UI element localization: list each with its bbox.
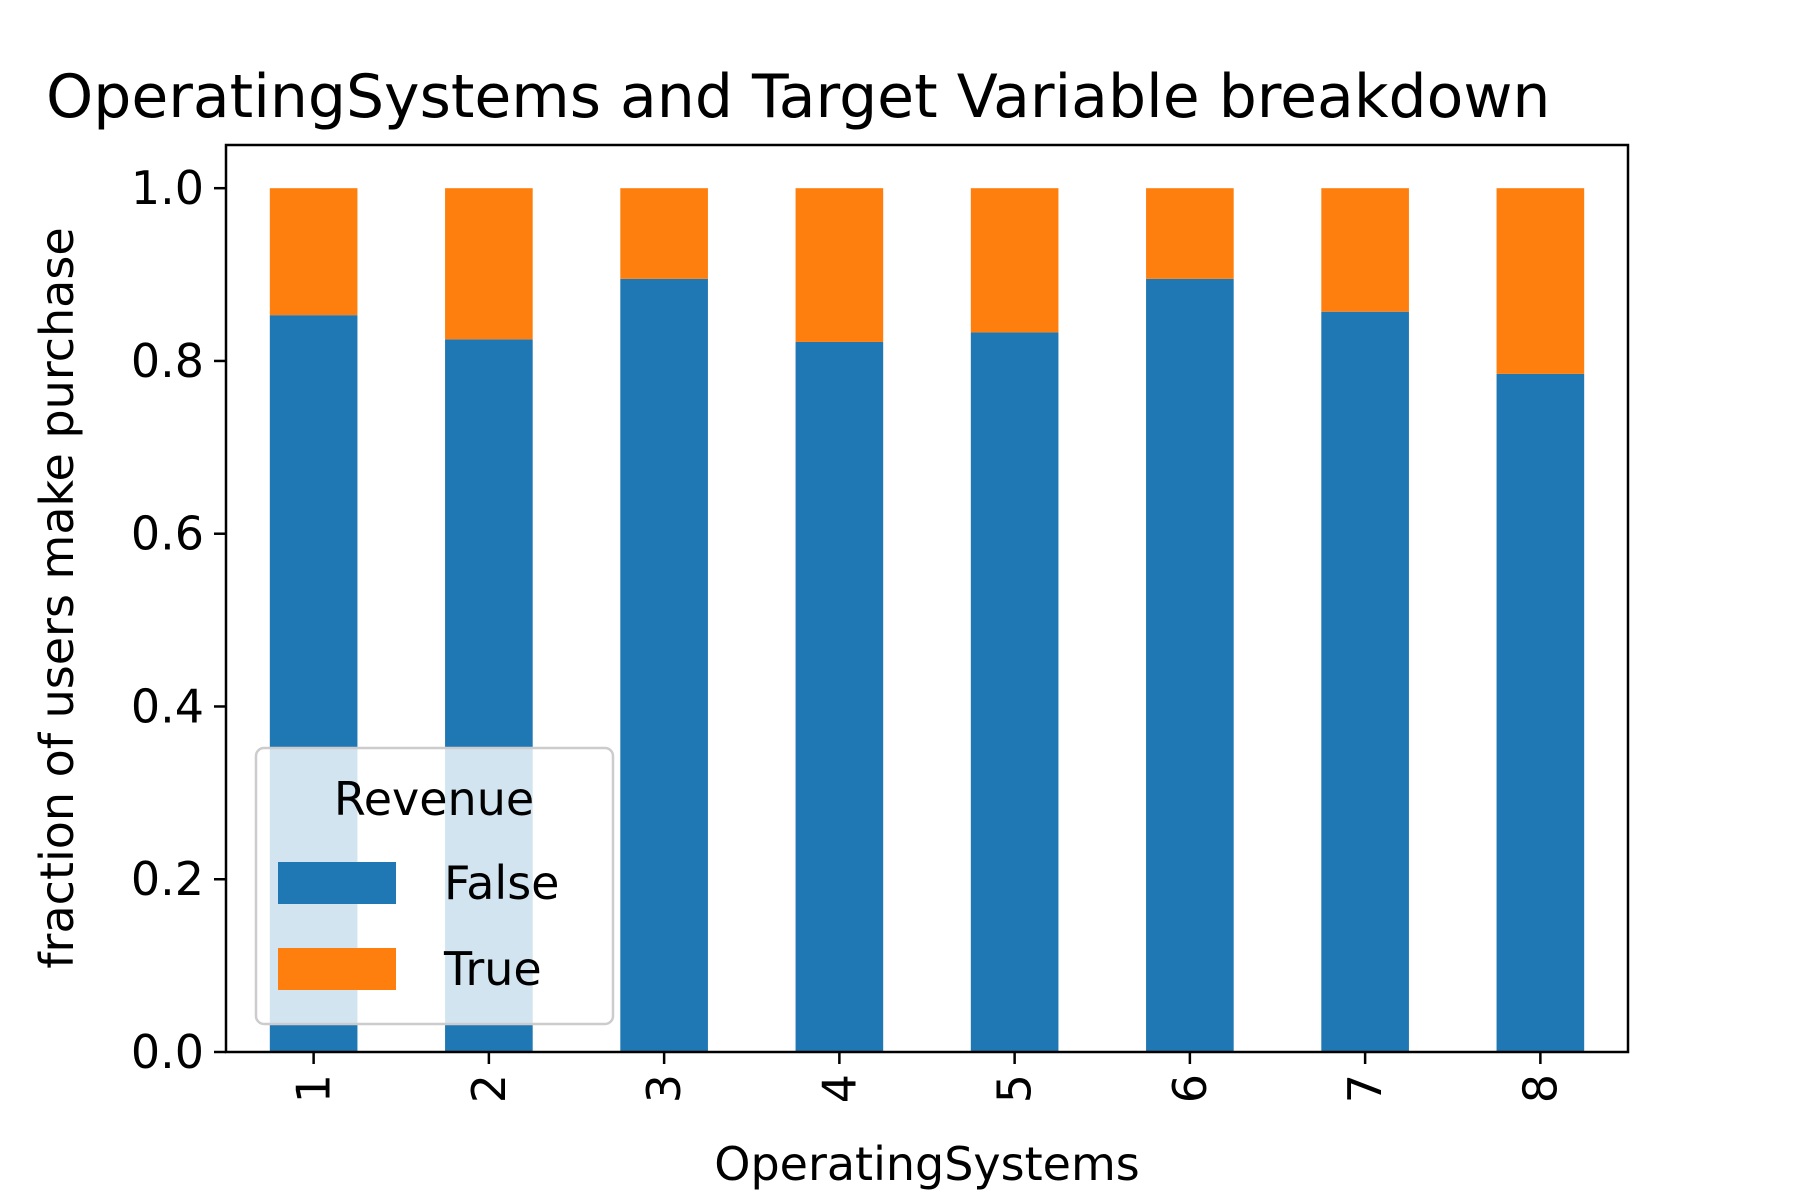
bar-false-8 <box>1496 373 1585 1052</box>
x-tick-label: 1 <box>287 1074 341 1103</box>
x-tick-label: 4 <box>812 1074 866 1103</box>
bar-true-2 <box>445 188 533 340</box>
y-tick-label: 0.8 <box>131 334 204 388</box>
bar-false-4 <box>795 341 884 1052</box>
x-tick-label: 8 <box>1513 1074 1567 1103</box>
bar-true-6 <box>1146 188 1234 279</box>
x-axis: 1 2 3 4 5 6 7 8 <box>287 1052 1567 1103</box>
chart-title: OperatingSystems and Target Variable bre… <box>46 62 1550 132</box>
y-axis: 0.0 0.2 0.4 0.6 0.8 1.0 <box>131 161 226 1079</box>
bar-true-1 <box>269 188 358 316</box>
legend-title: Revenue <box>334 772 534 826</box>
bars-group <box>269 188 1585 1053</box>
bar-true-4 <box>795 188 884 342</box>
x-axis-label: OperatingSystems <box>714 1137 1139 1191</box>
plot-frame <box>224 143 1630 1054</box>
bar-true-3 <box>620 188 708 279</box>
legend-swatch-true <box>278 948 396 990</box>
bar-false-3 <box>620 278 708 1052</box>
x-tick-label: 5 <box>988 1074 1042 1103</box>
legend-label-false: False <box>444 856 559 910</box>
legend-label-true: True <box>443 942 542 996</box>
bar-true-5 <box>970 188 1059 333</box>
bar-false-5 <box>970 332 1059 1052</box>
bar-false-6 <box>1146 278 1234 1052</box>
bar-true-7 <box>1321 188 1409 312</box>
bar-false-7 <box>1321 311 1409 1053</box>
x-tick-label: 7 <box>1338 1074 1392 1103</box>
y-tick-label: 0.2 <box>131 852 204 906</box>
y-tick-label: 0.0 <box>131 1025 204 1079</box>
x-tick-label: 3 <box>637 1074 691 1103</box>
y-tick-label: 0.6 <box>131 507 204 561</box>
y-tick-label: 0.4 <box>131 679 204 733</box>
x-tick-label: 6 <box>1163 1074 1217 1103</box>
y-tick-label: 1.0 <box>131 161 204 215</box>
legend: Revenue False True <box>254 746 615 1026</box>
x-tick-label: 2 <box>462 1074 516 1103</box>
legend-swatch-false <box>278 862 396 904</box>
bar-true-8 <box>1496 188 1585 374</box>
y-axis-label: fraction of users make purchase <box>30 227 84 968</box>
